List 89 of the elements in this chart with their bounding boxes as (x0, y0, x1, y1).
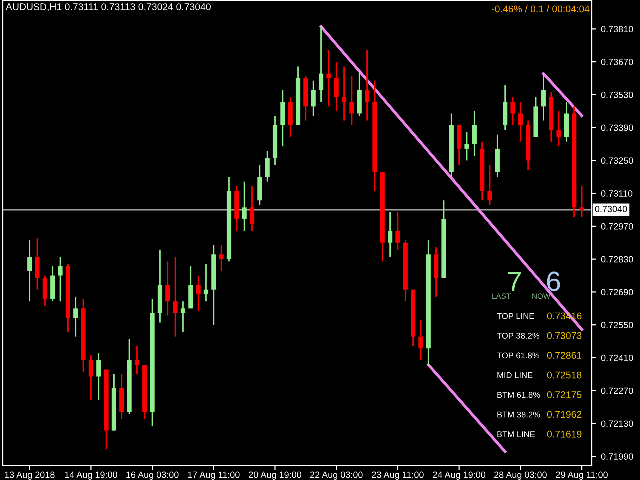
x-tick-label: 24 Aug 19:00 (433, 472, 486, 480)
candlestick (196, 275, 201, 312)
candlestick (418, 320, 424, 362)
y-tick-label: 0.72270 (601, 388, 634, 394)
y-tick-label: 0.72410 (601, 354, 634, 362)
candlestick (503, 84, 508, 131)
candlestick (88, 354, 94, 401)
candlestick (134, 346, 140, 376)
candlestick (204, 263, 209, 302)
candlestick (350, 75, 354, 126)
x-tick-label: 14 Aug 19:00 (65, 472, 118, 480)
x-tick-label: 16 Aug 03:00 (126, 472, 179, 480)
y-tick-label: 0.73250 (601, 158, 634, 164)
candlestick (457, 124, 462, 166)
candlestick (396, 212, 400, 251)
x-tick-label: 22 Aug 03:00 (310, 472, 363, 480)
annotation: 6 (547, 272, 560, 292)
y-tick-label: 0.73810 (601, 26, 634, 33)
candlestick (250, 186, 255, 232)
annotation: 0.71962 (547, 411, 582, 418)
candlestick (311, 80, 316, 117)
annotation: 0.73073 (547, 332, 582, 340)
candlestick (334, 61, 339, 112)
annotation: TOP LINE (497, 313, 534, 320)
y-tick-label: 0.73110 (601, 190, 633, 197)
y-tick-label: 0.72130 (601, 420, 634, 428)
y-tick-label: 0.72970 (601, 223, 634, 230)
candlestick (173, 256, 178, 338)
candlestick (564, 101, 569, 143)
candlestick (434, 246, 439, 298)
candlestick (288, 96, 293, 138)
candlestick (342, 66, 347, 122)
candlestick (541, 73, 546, 122)
chart-title: AUDUSD,H1 0.73111 0.73113 0.73024 0.73040 (6, 4, 211, 12)
candlestick (357, 70, 362, 117)
y-tick-label: 0.71990 (601, 454, 634, 460)
candlestick (166, 260, 170, 316)
candlestick (556, 110, 562, 148)
annotation: BTM 61.8% (498, 392, 540, 398)
candlestick (265, 150, 270, 183)
annotation: BTM 38.2% (498, 412, 540, 418)
x-tick-label: 29 Aug 11:00 (556, 472, 608, 480)
annotation: TOP 38.2% (497, 333, 540, 339)
annotation: 0.72861 (547, 352, 582, 360)
candlestick (580, 186, 584, 218)
y-tick-label: 0.72690 (601, 289, 634, 296)
candlestick (326, 50, 332, 108)
y-tick-label: 0.73390 (601, 124, 634, 132)
x-tick-label: 17 Aug 11:00 (188, 472, 240, 480)
candlestick (96, 352, 102, 401)
ref-line-label: 0.73040 (595, 206, 628, 212)
y-tick-label: 0.73670 (601, 59, 634, 66)
y-tick-label: 0.72830 (601, 256, 634, 263)
candlestick (120, 374, 124, 420)
candlestick (180, 300, 186, 333)
annotation: -0.46% / 0.1 / 00:04:04 (492, 5, 590, 13)
candlestick (50, 266, 56, 302)
candlestick (464, 132, 470, 162)
candlestick (495, 134, 500, 178)
annotation: TOP 61.8% (497, 352, 540, 359)
x-tick-label: 28 Aug 03:00 (494, 472, 547, 480)
candlestick (28, 240, 32, 302)
annotation: 0.72175 (547, 392, 582, 398)
candlestick (242, 181, 247, 232)
candlestick (35, 238, 40, 291)
x-tick-label: 13 Aug 2018 (5, 472, 55, 480)
candlestick (258, 164, 262, 206)
annotation: MID LINE (498, 372, 533, 378)
annotation: BTM LINE (498, 432, 536, 438)
annotation: 0.71619 (547, 430, 582, 438)
y-tick-label: 0.72550 (601, 322, 634, 328)
annotation: 7 (508, 272, 522, 292)
annotation: 0.72518 (547, 372, 582, 379)
candlestick (42, 275, 48, 307)
x-tick-label: 20 Aug 19:00 (249, 472, 302, 480)
candlestick (488, 164, 492, 206)
candlestick (188, 266, 194, 310)
candlestick (364, 50, 370, 122)
candlestick (280, 90, 286, 148)
candlestick (518, 101, 523, 143)
candlestick (318, 26, 324, 103)
candlestick (219, 244, 224, 272)
x-tick-label: 23 Aug 11:00 (372, 472, 424, 480)
candlestick (388, 212, 393, 258)
candlestick (58, 256, 63, 302)
candlestick (510, 96, 516, 126)
candlestick (74, 296, 78, 338)
y-tick-label: 0.73530 (601, 92, 634, 98)
candlestick (472, 110, 477, 157)
